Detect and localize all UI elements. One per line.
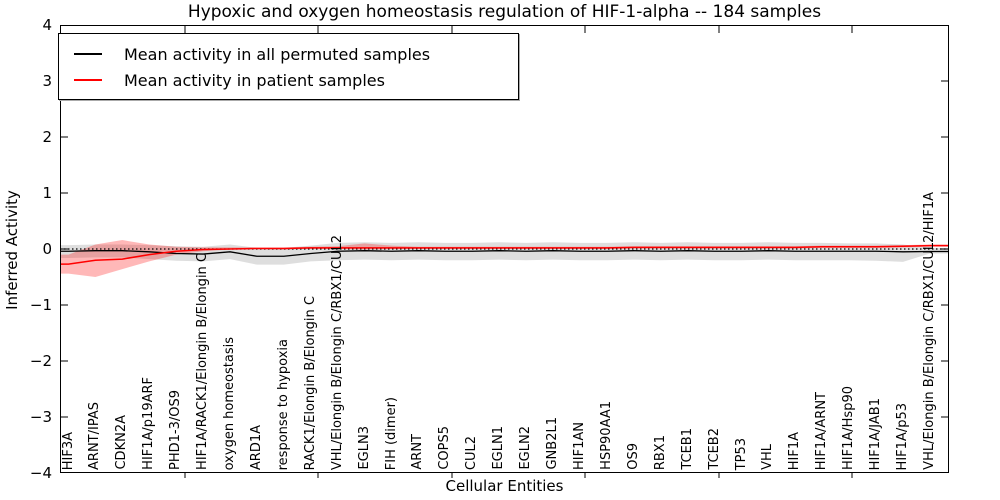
x-category-label: HIF1A/ARNT bbox=[814, 391, 830, 470]
legend-entry-permuted: Mean activity in all permuted samples bbox=[59, 41, 518, 67]
x-category-label: RBX1 bbox=[652, 434, 668, 470]
permuted-mean-line bbox=[60, 250, 949, 257]
x-category-label: TCEB2 bbox=[706, 428, 722, 470]
x-category-label: COPS5 bbox=[437, 426, 453, 470]
x-category-label: RACK1/Elongin B/Elongin C bbox=[302, 295, 318, 470]
x-category-label: CUL2 bbox=[464, 435, 480, 470]
x-category-label: CDKN2A bbox=[114, 415, 130, 470]
chart-title: Hypoxic and oxygen homeostasis regulatio… bbox=[187, 2, 822, 22]
x-category-label: EGLN3 bbox=[356, 426, 372, 470]
x-category-label: HIF1A/RACK1/Elongin B/Elongin C bbox=[195, 253, 211, 470]
x-category-label: TCEB1 bbox=[679, 428, 695, 470]
x-category-label: HIF1A/p19ARF bbox=[141, 377, 157, 470]
x-category-label: PHD1-3/OS9 bbox=[168, 390, 184, 470]
x-category-label: VHL/Elongin B/Elongin C/RBX1/CUL2/HIF1A bbox=[921, 192, 937, 470]
legend-line-permuted-sample bbox=[74, 53, 102, 55]
legend-label-permuted: Mean activity in all permuted samples bbox=[124, 44, 431, 64]
y-tick-label: 2 bbox=[42, 128, 52, 146]
x-category-label: HIF1A/Hsp90 bbox=[841, 386, 857, 470]
x-category-label: HIF1A/JAB1 bbox=[868, 397, 884, 470]
x-category-label: oxygen homeostasis bbox=[222, 336, 238, 470]
x-category-label: ARNT/IPAS bbox=[87, 402, 103, 470]
y-tick-label: 4 bbox=[42, 16, 52, 34]
x-category-label: EGLN2 bbox=[518, 426, 534, 470]
y-tick-label: −2 bbox=[29, 352, 52, 370]
y-tick-label: 3 bbox=[42, 72, 52, 90]
legend-entry-patient: Mean activity in patient samples bbox=[59, 67, 518, 93]
plot-area bbox=[60, 25, 949, 478]
x-category-label: FIH (dimer) bbox=[383, 396, 399, 470]
x-category-label: HIF1A/p53 bbox=[895, 402, 911, 470]
x-category-label: ARD1A bbox=[248, 424, 264, 470]
x-axis-label: Cellular Entities bbox=[445, 477, 564, 495]
x-category-label: VHL/Elongin B/Elongin C/RBX1/CUL2 bbox=[329, 234, 345, 470]
x-category-label: OS9 bbox=[625, 443, 641, 470]
x-category-label: HSP90AA1 bbox=[598, 401, 614, 470]
legend-label-patient: Mean activity in patient samples bbox=[124, 70, 385, 90]
y-tick-label: −1 bbox=[29, 296, 52, 314]
y-tick-label: −3 bbox=[29, 408, 52, 426]
x-category-label: ARNT bbox=[410, 434, 426, 470]
legend: Mean activity in all permuted samples Me… bbox=[58, 33, 519, 100]
patient-confidence-band bbox=[60, 240, 949, 277]
x-category-label: GNB2L1 bbox=[545, 417, 561, 470]
y-tick-label: 0 bbox=[42, 240, 52, 258]
x-category-label: VHL bbox=[760, 444, 776, 470]
x-category-label: TP53 bbox=[733, 437, 749, 470]
chart-canvas bbox=[60, 25, 949, 478]
x-category-label: HIF1AN bbox=[571, 422, 587, 470]
x-category-label: response to hypoxia bbox=[275, 338, 291, 470]
x-category-label: HIF3A bbox=[60, 431, 76, 470]
x-category-label: EGLN1 bbox=[491, 426, 507, 470]
y-tick-label: 1 bbox=[42, 184, 52, 202]
x-category-label: HIF1A bbox=[787, 431, 803, 470]
patient-mean-line bbox=[60, 244, 949, 265]
axes-frame bbox=[60, 25, 949, 473]
legend-line-patient-sample bbox=[74, 79, 102, 81]
y-tick-label: −4 bbox=[29, 464, 52, 482]
